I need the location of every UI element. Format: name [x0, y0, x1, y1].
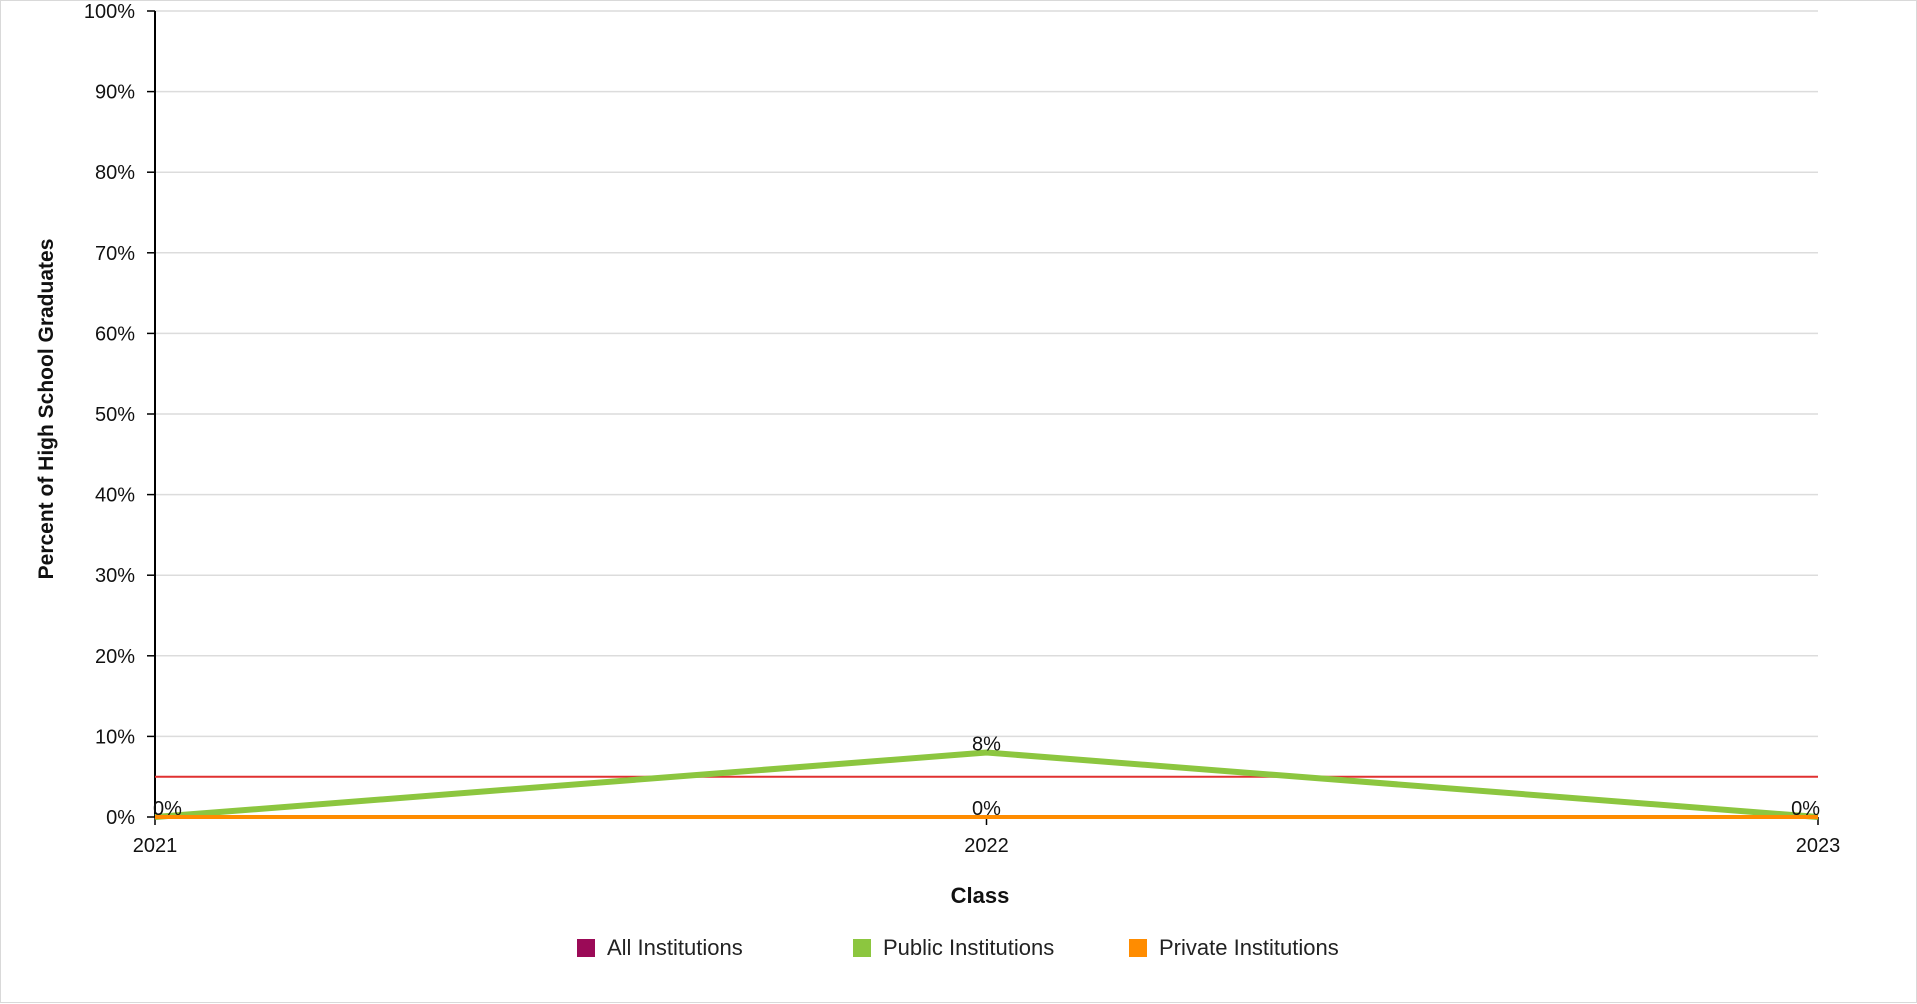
legend-swatch-public — [853, 939, 871, 957]
y-axis-title: Percent of High School Graduates — [35, 239, 58, 580]
gridlines — [155, 10, 1818, 738]
x-tick-label: 2022 — [964, 835, 1009, 857]
y-tick-label: 90% — [95, 82, 135, 104]
data-label: 8% — [972, 734, 1001, 756]
legend-label-all: All Institutions — [607, 935, 743, 960]
legend-item-public-institutions[interactable]: Public Institutions — [853, 935, 1054, 961]
legend-item-all-institutions[interactable]: All Institutions — [577, 935, 743, 961]
y-tick-label: 80% — [95, 162, 135, 184]
legend-swatch-all — [577, 939, 595, 957]
legend-item-private-institutions[interactable]: Private Institutions — [1129, 935, 1339, 961]
legend-label-private: Private Institutions — [1159, 935, 1339, 960]
legend-label-public: Public Institutions — [883, 935, 1055, 960]
axes: 0% 10% 20% 30% 40% 50% 60% 70% 80% 90% 100% 2021 202… — [84, 1, 1840, 857]
x-tick-label: 2023 — [1796, 835, 1841, 857]
y-tick-label: 50% — [95, 404, 135, 426]
y-tick-label: 40% — [95, 485, 135, 507]
y-tick-label: 30% — [95, 565, 135, 587]
y-tick-label: 70% — [95, 243, 135, 265]
y-tick-label: 20% — [95, 646, 135, 668]
x-axis-title: Class — [951, 883, 1010, 908]
y-tick-label: 100% — [84, 1, 135, 23]
data-label: 0% — [972, 798, 1001, 820]
series-line — [154, 749, 1819, 820]
legend: All Institutions Public Institutions Pri… — [1, 935, 1917, 965]
y-tick-label: 60% — [95, 323, 135, 345]
data-labels: 0% 8% 0% 0% — [153, 734, 1820, 820]
series-layer — [154, 749, 1819, 820]
data-label: 0% — [1791, 798, 1820, 820]
x-tick-label: 2021 — [133, 835, 178, 857]
legend-swatch-private — [1129, 939, 1147, 957]
y-tick-label: 10% — [95, 726, 135, 748]
y-tick-label: 0% — [106, 807, 135, 829]
data-label: 0% — [153, 798, 182, 820]
